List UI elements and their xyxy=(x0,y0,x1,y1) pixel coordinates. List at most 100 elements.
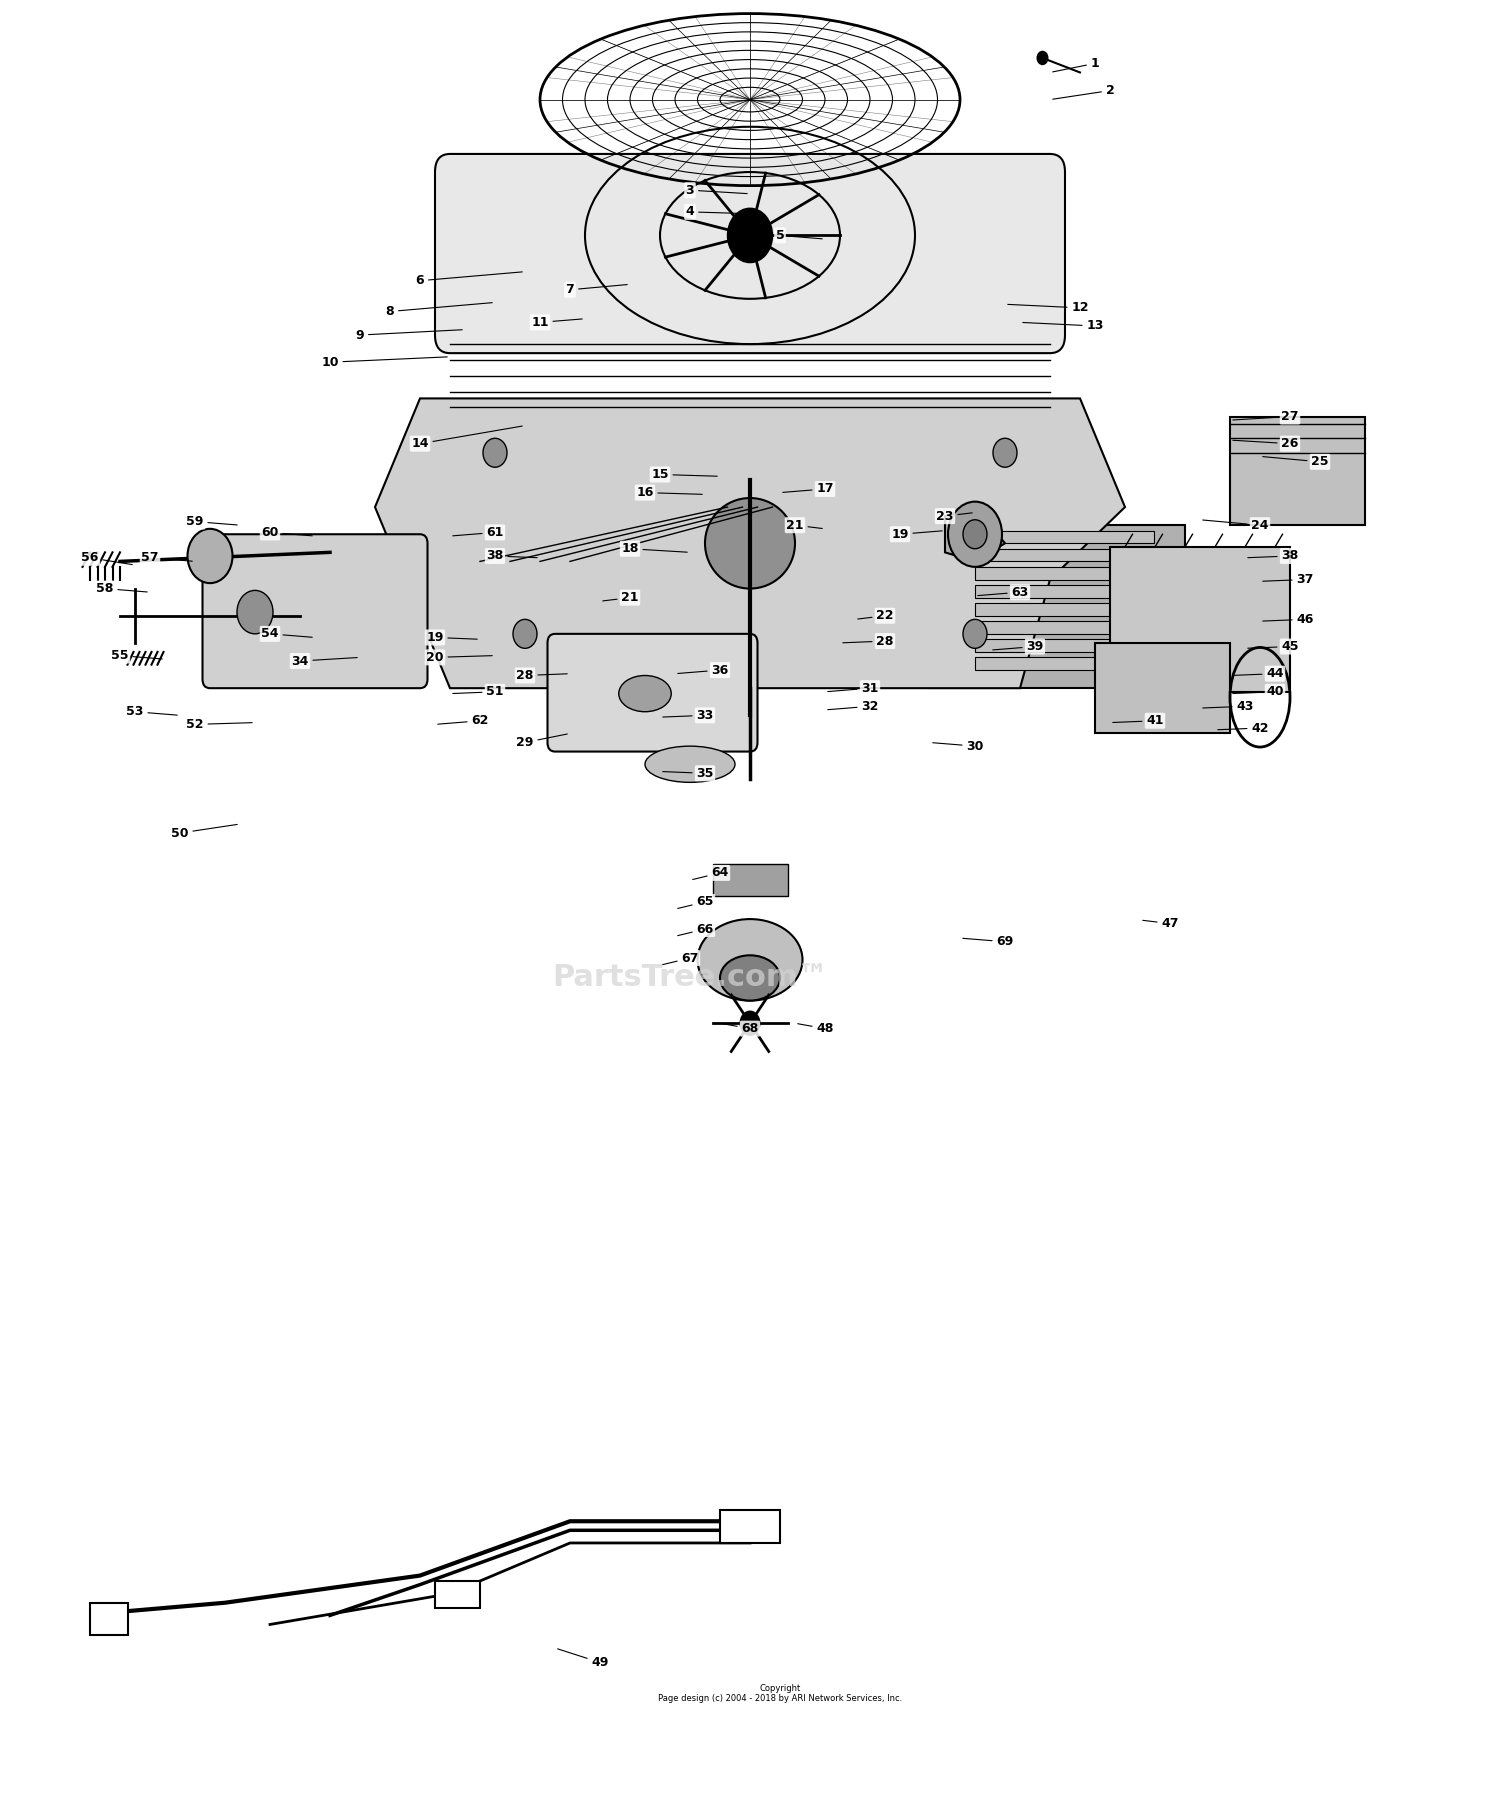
Text: 17: 17 xyxy=(783,482,834,496)
Text: 29: 29 xyxy=(516,733,567,750)
Text: 18: 18 xyxy=(621,541,687,556)
Text: 47: 47 xyxy=(1143,916,1179,931)
Text: 32: 32 xyxy=(828,699,879,714)
Text: 6: 6 xyxy=(416,272,522,288)
Text: 53: 53 xyxy=(126,704,177,719)
Text: 48: 48 xyxy=(798,1021,834,1036)
Circle shape xyxy=(513,619,537,648)
Bar xyxy=(975,585,1167,598)
Circle shape xyxy=(728,208,772,263)
Text: 41: 41 xyxy=(1113,714,1164,728)
FancyBboxPatch shape xyxy=(548,634,758,752)
Bar xyxy=(1095,643,1230,733)
Text: 51: 51 xyxy=(453,685,504,699)
Text: 44: 44 xyxy=(1233,666,1284,681)
Text: 64: 64 xyxy=(693,866,729,880)
Text: 42: 42 xyxy=(1218,721,1269,735)
Text: 14: 14 xyxy=(411,426,522,451)
Text: 34: 34 xyxy=(291,654,357,668)
Text: 24: 24 xyxy=(1203,518,1269,532)
Text: 40: 40 xyxy=(1233,685,1284,699)
Text: 35: 35 xyxy=(663,766,714,781)
Text: 54: 54 xyxy=(261,627,312,641)
Ellipse shape xyxy=(618,676,672,712)
Text: 12: 12 xyxy=(1008,301,1089,315)
Text: 66: 66 xyxy=(678,922,714,936)
Circle shape xyxy=(963,619,987,648)
Bar xyxy=(1110,547,1290,692)
Polygon shape xyxy=(375,398,1125,688)
Text: 57: 57 xyxy=(141,551,192,565)
Text: 55: 55 xyxy=(111,648,162,663)
Bar xyxy=(1230,417,1365,525)
Bar xyxy=(975,603,1172,616)
Text: 37: 37 xyxy=(1263,572,1314,587)
Text: 1: 1 xyxy=(1053,56,1100,72)
Ellipse shape xyxy=(705,498,795,589)
Text: 25: 25 xyxy=(1263,455,1329,469)
Text: 19: 19 xyxy=(426,630,477,645)
Ellipse shape xyxy=(645,746,735,782)
Text: 65: 65 xyxy=(678,895,714,909)
Text: 28: 28 xyxy=(516,668,567,683)
Bar xyxy=(720,1510,780,1543)
Circle shape xyxy=(948,502,1002,567)
Text: 39: 39 xyxy=(993,639,1044,654)
FancyBboxPatch shape xyxy=(435,154,1065,353)
Circle shape xyxy=(483,438,507,467)
Text: 21: 21 xyxy=(603,590,639,605)
Text: 19: 19 xyxy=(891,527,942,541)
Text: 30: 30 xyxy=(933,739,984,753)
Text: 21: 21 xyxy=(786,518,822,532)
Text: 2: 2 xyxy=(1053,83,1114,100)
Bar xyxy=(975,549,1158,561)
Bar xyxy=(930,525,1185,688)
Text: 38: 38 xyxy=(1248,549,1299,563)
Text: 56: 56 xyxy=(81,551,132,565)
Text: 13: 13 xyxy=(1023,319,1104,333)
Text: 9: 9 xyxy=(356,328,462,342)
Text: 45: 45 xyxy=(1248,639,1299,654)
Text: 61: 61 xyxy=(453,525,504,540)
Text: PartsTree.com™: PartsTree.com™ xyxy=(552,963,828,992)
Bar xyxy=(975,639,1180,652)
Ellipse shape xyxy=(698,920,802,1001)
Text: 63: 63 xyxy=(978,585,1029,599)
Text: 38: 38 xyxy=(486,549,537,563)
Text: 52: 52 xyxy=(186,717,252,732)
Text: 60: 60 xyxy=(261,525,312,540)
Text: 50: 50 xyxy=(171,824,237,840)
Text: 11: 11 xyxy=(531,315,582,330)
Text: 59: 59 xyxy=(186,514,237,529)
Bar xyxy=(975,531,1154,543)
Text: 33: 33 xyxy=(663,708,714,723)
Text: 3: 3 xyxy=(686,183,747,197)
Bar xyxy=(90,1603,128,1635)
Circle shape xyxy=(963,520,987,549)
Text: 67: 67 xyxy=(663,951,699,965)
Text: 15: 15 xyxy=(651,467,717,482)
Text: 7: 7 xyxy=(566,283,627,297)
Polygon shape xyxy=(945,507,1005,561)
Bar xyxy=(435,1581,480,1608)
Text: 27: 27 xyxy=(1233,409,1299,424)
Text: 22: 22 xyxy=(858,608,894,623)
Text: 4: 4 xyxy=(686,205,747,219)
Bar xyxy=(975,567,1162,580)
Text: 28: 28 xyxy=(843,634,894,648)
Text: 23: 23 xyxy=(936,509,972,523)
Circle shape xyxy=(1036,51,1048,65)
Bar xyxy=(975,657,1185,670)
Circle shape xyxy=(740,1011,760,1036)
Text: 16: 16 xyxy=(636,485,702,500)
Text: 69: 69 xyxy=(963,934,1014,949)
Text: 46: 46 xyxy=(1263,612,1314,627)
Text: 26: 26 xyxy=(1233,436,1299,451)
Text: 8: 8 xyxy=(386,302,492,319)
Text: 31: 31 xyxy=(828,681,879,695)
Circle shape xyxy=(993,438,1017,467)
Text: 62: 62 xyxy=(438,714,489,728)
Text: 68: 68 xyxy=(723,1021,759,1036)
Text: 10: 10 xyxy=(321,355,447,369)
Text: 43: 43 xyxy=(1203,699,1254,714)
